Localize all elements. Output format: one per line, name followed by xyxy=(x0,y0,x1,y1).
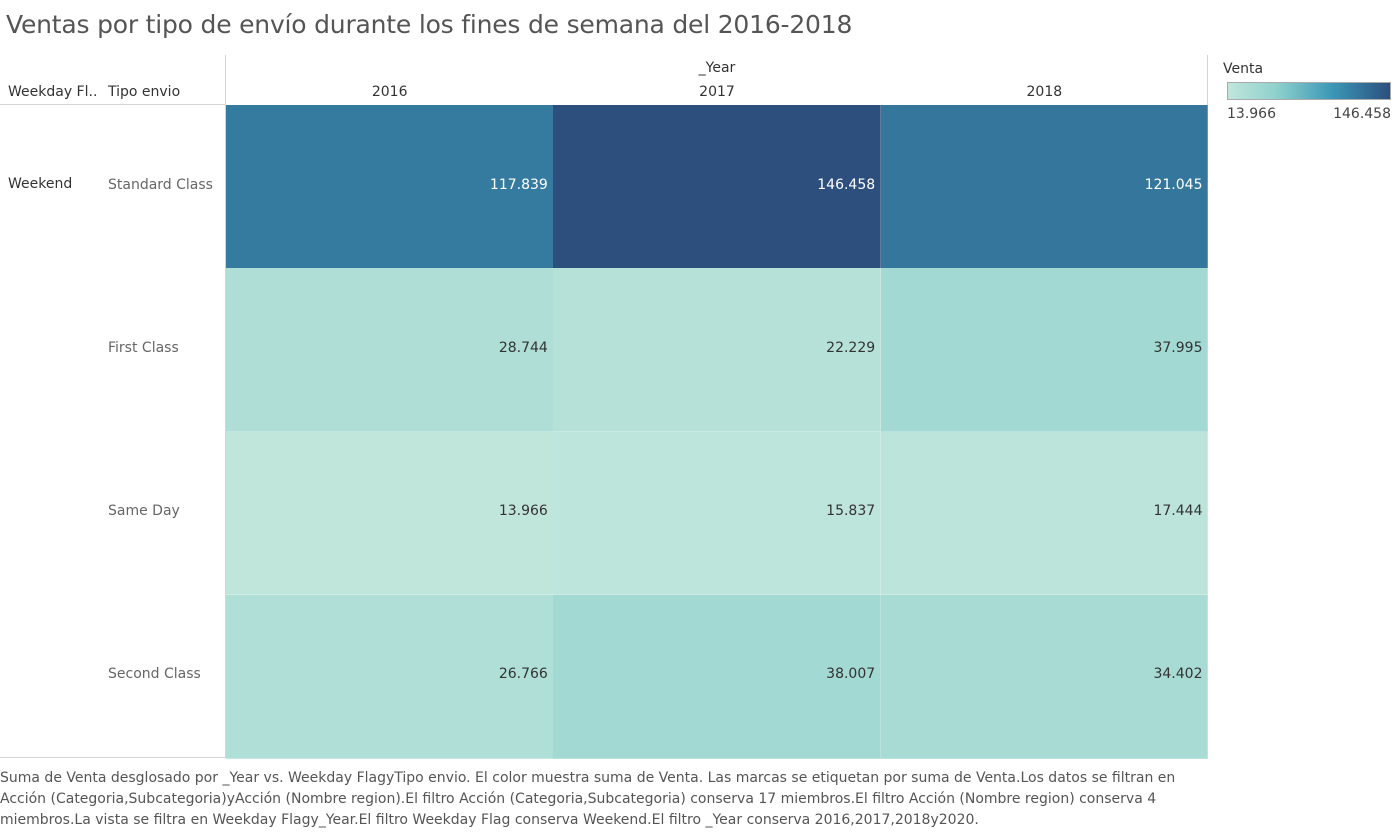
cell-value-label: 117.839 xyxy=(489,176,548,193)
chart-title: Ventas por tipo de envío durante los fin… xyxy=(6,10,853,39)
heatmap-cell[interactable]: 37.995 xyxy=(880,268,1209,432)
cell-value-label: 34.402 xyxy=(1153,666,1203,683)
row-label-standard-class[interactable]: Standard Class xyxy=(108,176,213,193)
legend-title: Venta xyxy=(1223,61,1264,77)
legend-color-ramp xyxy=(1227,82,1391,100)
weekday-flag-value: Weekend xyxy=(8,176,73,192)
tipo-envio-header[interactable]: Tipo envio xyxy=(108,84,181,100)
row-label-first-class[interactable]: First Class xyxy=(108,339,179,356)
legend-max-label: 146.458 xyxy=(1333,106,1391,122)
cell-value-label: 17.444 xyxy=(1153,503,1203,520)
cell-value-label: 146.458 xyxy=(817,176,876,193)
heatmap-cell[interactable]: 34.402 xyxy=(880,594,1209,759)
chart-caption: Suma de Venta desglosado por _Year vs. W… xyxy=(0,770,1176,828)
cell-value-label: 13.966 xyxy=(498,503,548,520)
header-divider xyxy=(225,55,226,758)
year-label-2016[interactable]: 2016 xyxy=(371,84,408,100)
heatmap-cell[interactable]: 146.458 xyxy=(553,105,882,269)
heatmap-cell[interactable]: 38.007 xyxy=(553,594,882,759)
cell-value-label: 38.007 xyxy=(826,666,876,683)
cell-value-label: 121.045 xyxy=(1144,176,1203,193)
row-label-same-day[interactable]: Same Day xyxy=(108,503,180,520)
heatmap-cell[interactable]: 117.839 xyxy=(226,105,554,269)
cell-value-label: 15.837 xyxy=(826,503,876,520)
heatmap-cell[interactable]: 26.766 xyxy=(226,594,554,759)
heatmap-cell[interactable]: 13.966 xyxy=(226,431,554,596)
year-field-header[interactable]: _Year xyxy=(698,60,736,76)
legend-min-label: 13.966 xyxy=(1227,106,1276,122)
heatmap-cell[interactable]: 22.229 xyxy=(553,268,882,432)
heatmap-cell[interactable]: 15.837 xyxy=(553,431,882,596)
heatmap-cell[interactable]: 121.045 xyxy=(880,105,1209,269)
cell-value-label: 28.744 xyxy=(498,339,548,356)
row-label-second-class[interactable]: Second Class xyxy=(108,666,201,683)
heatmap-cell[interactable]: 28.744 xyxy=(226,268,554,432)
weekday-flag-header[interactable]: Weekday Fl.. xyxy=(8,84,98,100)
year-label-2018[interactable]: 2018 xyxy=(1026,84,1063,100)
year-label-2017[interactable]: 2017 xyxy=(699,84,735,100)
cell-value-label: 37.995 xyxy=(1153,339,1203,356)
row-header-rule xyxy=(0,104,226,105)
heatmap-cell[interactable]: 17.444 xyxy=(880,431,1209,596)
cell-value-label: 26.766 xyxy=(498,666,548,683)
cell-value-label: 22.229 xyxy=(826,339,876,356)
